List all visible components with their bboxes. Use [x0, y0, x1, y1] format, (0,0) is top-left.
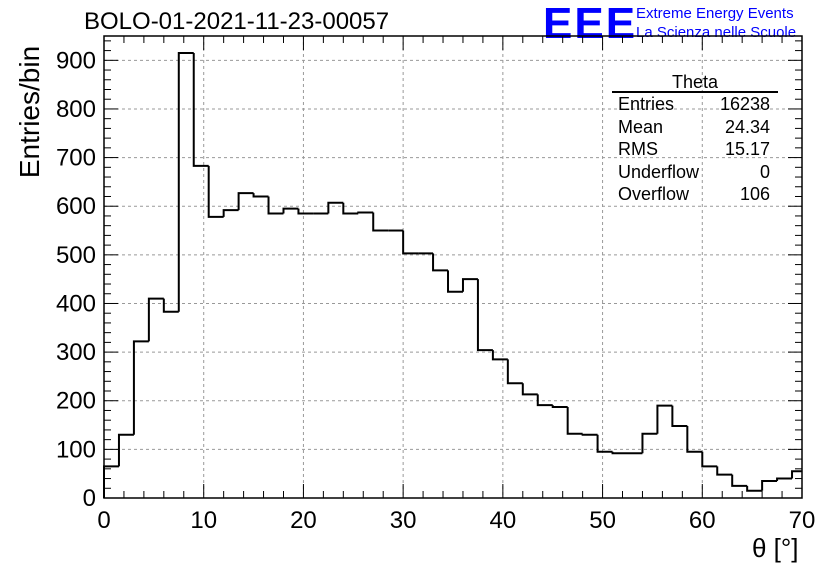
histogram-bin: [656, 404, 673, 434]
histogram-bin: [297, 208, 314, 215]
histogram-bin: [402, 230, 419, 255]
stats-divider: [612, 91, 778, 93]
y-tick-label: 300: [56, 339, 96, 366]
stats-value: 0: [759, 161, 770, 182]
x-tick-label: 30: [390, 507, 417, 534]
histogram-bin: [342, 202, 359, 215]
axes: [103, 35, 803, 499]
x-tick-label: 20: [290, 507, 317, 534]
histogram-bin: [521, 383, 538, 396]
stats-value: 106: [739, 184, 770, 204]
histogram-bin: [252, 193, 269, 198]
eee-logo: EEE: [543, 0, 638, 48]
histogram-bin: [267, 196, 284, 215]
stats-label: RMS: [618, 139, 658, 159]
histogram-bin: [791, 470, 802, 479]
histogram-bin: [282, 207, 299, 214]
histogram-bin: [192, 53, 209, 167]
histogram-bin: [207, 165, 224, 218]
stats-value: 24.34: [724, 116, 770, 137]
logo-line-1: Extreme Energy Events: [636, 5, 794, 22]
y-tick-label: 700: [56, 145, 96, 172]
stats-value: 15.17: [724, 139, 770, 159]
histogram-bin: [536, 394, 553, 407]
grid-lines: [104, 36, 802, 498]
histogram-bins: [104, 53, 802, 498]
histogram-bin: [162, 298, 179, 313]
histogram-bin: [432, 253, 449, 272]
stats-row-entries: Entries 16238: [618, 94, 770, 115]
histogram-bin: [132, 340, 149, 435]
y-tick-label: 0: [83, 485, 96, 512]
histogram-bin: [117, 433, 134, 467]
x-tick-label: 70: [789, 507, 816, 534]
histogram-bin: [746, 485, 763, 492]
histogram-bin: [177, 52, 194, 312]
histogram-bin: [222, 209, 239, 217]
stats-row-underflow: Underflow 0: [618, 162, 770, 183]
histogram-bin: [327, 201, 344, 214]
histogram-bin: [476, 279, 493, 352]
histogram-bin: [147, 297, 164, 342]
plot-frame: [103, 35, 803, 499]
histogram-bin: [506, 359, 523, 385]
histogram-bin: [357, 211, 374, 214]
histogram-bin: [372, 212, 389, 232]
stats-value: 16238: [719, 94, 770, 114]
stats-label: Entries: [618, 94, 675, 114]
stats-row-rms: RMS 15.17: [618, 139, 770, 160]
histogram-bin: [581, 433, 598, 436]
x-tick-label: 50: [589, 507, 616, 534]
x-tick-label: 0: [97, 507, 110, 534]
stats-title: Theta: [671, 72, 719, 92]
stats-row-overflow: Overflow 106: [618, 184, 770, 205]
y-tick-label: 400: [56, 290, 96, 317]
histogram-bin: [447, 270, 463, 293]
histogram-bin: [103, 465, 119, 498]
histogram-bin: [776, 477, 793, 481]
y-tick-label: 600: [56, 193, 96, 220]
x-axis-label: θ [°]: [752, 533, 799, 563]
x-tick-label: 40: [490, 507, 517, 534]
y-axis-label: Entries/bin: [14, 45, 45, 179]
tick-labels: 0 10 20 30 40 50 60 700100200300400500600700800…: [56, 47, 815, 534]
stats-label: Mean: [618, 116, 664, 137]
y-tick-label: 500: [56, 242, 96, 269]
stats-label: Overflow: [618, 184, 690, 204]
y-tick-label: 900: [56, 47, 96, 74]
histogram-bin: [596, 434, 613, 453]
histogram-bin: [671, 405, 688, 428]
chart-title: BOLO-01-2021-11-23-00057: [84, 8, 390, 35]
x-tick-label: 10: [190, 507, 217, 534]
stats-label: Underflow: [618, 161, 700, 182]
histogram-bin: [566, 407, 583, 435]
histogram-bin: [701, 451, 718, 468]
histogram-bin: [237, 192, 254, 211]
x-tick-label: 60: [689, 507, 716, 534]
histogram-bin: [461, 278, 478, 292]
y-tick-label: 200: [56, 388, 96, 415]
histogram-bin: [731, 474, 748, 487]
histogram-bin: [761, 479, 778, 491]
histogram-bin: [686, 426, 703, 453]
histogram-bin: [551, 405, 568, 409]
stats-row-mean: Mean 24.34: [618, 117, 770, 138]
y-tick-label: 800: [56, 96, 96, 123]
histogram-bin: [641, 432, 658, 454]
histogram-bin: [491, 350, 508, 361]
y-tick-label: 100: [56, 436, 96, 463]
histogram-bin: [611, 451, 628, 455]
histogram-bin: [716, 466, 733, 476]
